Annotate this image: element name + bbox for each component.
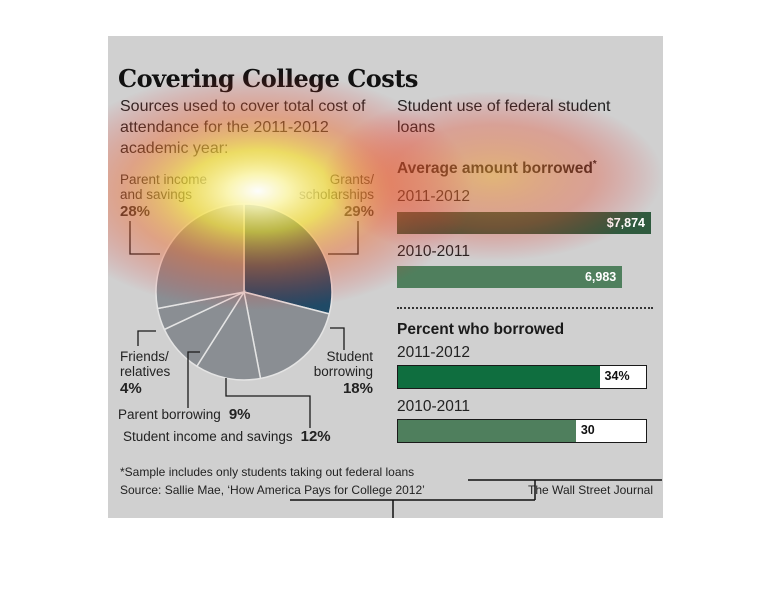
pct-box-2011: 30 [397, 419, 647, 443]
pct-borrowed-heading: Percent who borrowed [397, 321, 565, 338]
pct-fill-2012 [398, 366, 600, 388]
avg-borrowed-heading: Average amount borrowed* [397, 159, 597, 178]
pie-pct-parent-borrowing: 9% [228, 406, 251, 423]
leader-line-student-income [225, 378, 311, 428]
pie-slice-student-borrowing [243, 290, 331, 380]
pie-slice-student-income [195, 289, 262, 381]
pie-slice-parent-income [155, 203, 245, 310]
avg-year-2012: 2011-2012 [397, 188, 470, 205]
avg-bar-2011: 6,983 [397, 266, 623, 288]
loans-subtitle: Student use of federal student loans [397, 98, 611, 136]
leader-line-parent-borrowing [187, 351, 200, 408]
pie-label-grants-line2: scholarships [298, 187, 374, 202]
avg-bar-2011-label: 6,983 [584, 270, 617, 284]
pie-label-student-borrowing-line1: Student [326, 349, 373, 364]
pie-label-student-income: Student income and savings 12% [123, 429, 331, 444]
avg-bar-2012: $7,874 [397, 212, 651, 234]
source-note: Source: Sallie Mae, ‘How America Pays fo… [120, 483, 425, 497]
pie-label-parent-income: Parent income and savings 28% [120, 172, 207, 219]
pie-pct-student-income: 12% [300, 428, 331, 445]
infographic-panel: Covering College Costs Sources used to c… [108, 36, 663, 518]
pie-label-friends-line2: relatives [120, 364, 171, 379]
pie-label-student-borrowing: Student borrowing 18% [298, 349, 373, 396]
avg-bar-2012-label: $7,874 [606, 216, 645, 230]
pct-fill-2011 [398, 420, 576, 442]
pct-box-2012: 34% [397, 365, 647, 389]
leader-line-friends [137, 330, 156, 346]
section-divider [397, 307, 653, 309]
pie-label-friends: Friends/ relatives 4% [120, 349, 170, 396]
publisher-credit: The Wall Street Journal [528, 483, 653, 497]
pie-pct-student-borrowing: 18% [342, 380, 373, 397]
avg-borrowed-footnote-marker: * [592, 159, 597, 170]
pie-pct-parent-income: 28% [120, 203, 151, 220]
avg-borrowed-title: Average amount borrowed [397, 160, 593, 177]
pie-label-parent-borrowing: Parent borrowing 9% [118, 407, 251, 422]
pie-label-grants: Grants/ scholarships 29% [292, 172, 374, 219]
pie-label-friends-line1: Friends/ [120, 349, 169, 364]
pie-label-parent-income-line1: Parent income [120, 172, 208, 187]
leader-line-parent-income [129, 221, 160, 255]
pie-label-grants-line1: Grants/ [329, 172, 374, 187]
pie-label-parent-borrowing-text: Parent borrowing [118, 407, 221, 422]
pct-year-2012: 2011-2012 [397, 344, 470, 361]
pct-year-2011: 2010-2011 [397, 398, 470, 415]
pie-pct-friends: 4% [120, 380, 142, 397]
leader-line-student-borrowing [330, 327, 345, 350]
pie-pct-grants: 29% [343, 203, 374, 220]
pct-fill-2012-label: 34% [604, 369, 630, 383]
pie-label-student-borrowing-line2: borrowing [313, 364, 373, 379]
pie-label-parent-income-line2: and savings [120, 187, 193, 202]
pct-fill-2011-label: 30 [580, 423, 595, 437]
leader-line-grants [328, 221, 359, 255]
avg-year-2011: 2010-2011 [397, 243, 470, 260]
pie-label-student-income-text: Student income and savings [123, 429, 293, 444]
footnote: *Sample includes only students taking ou… [120, 465, 415, 479]
